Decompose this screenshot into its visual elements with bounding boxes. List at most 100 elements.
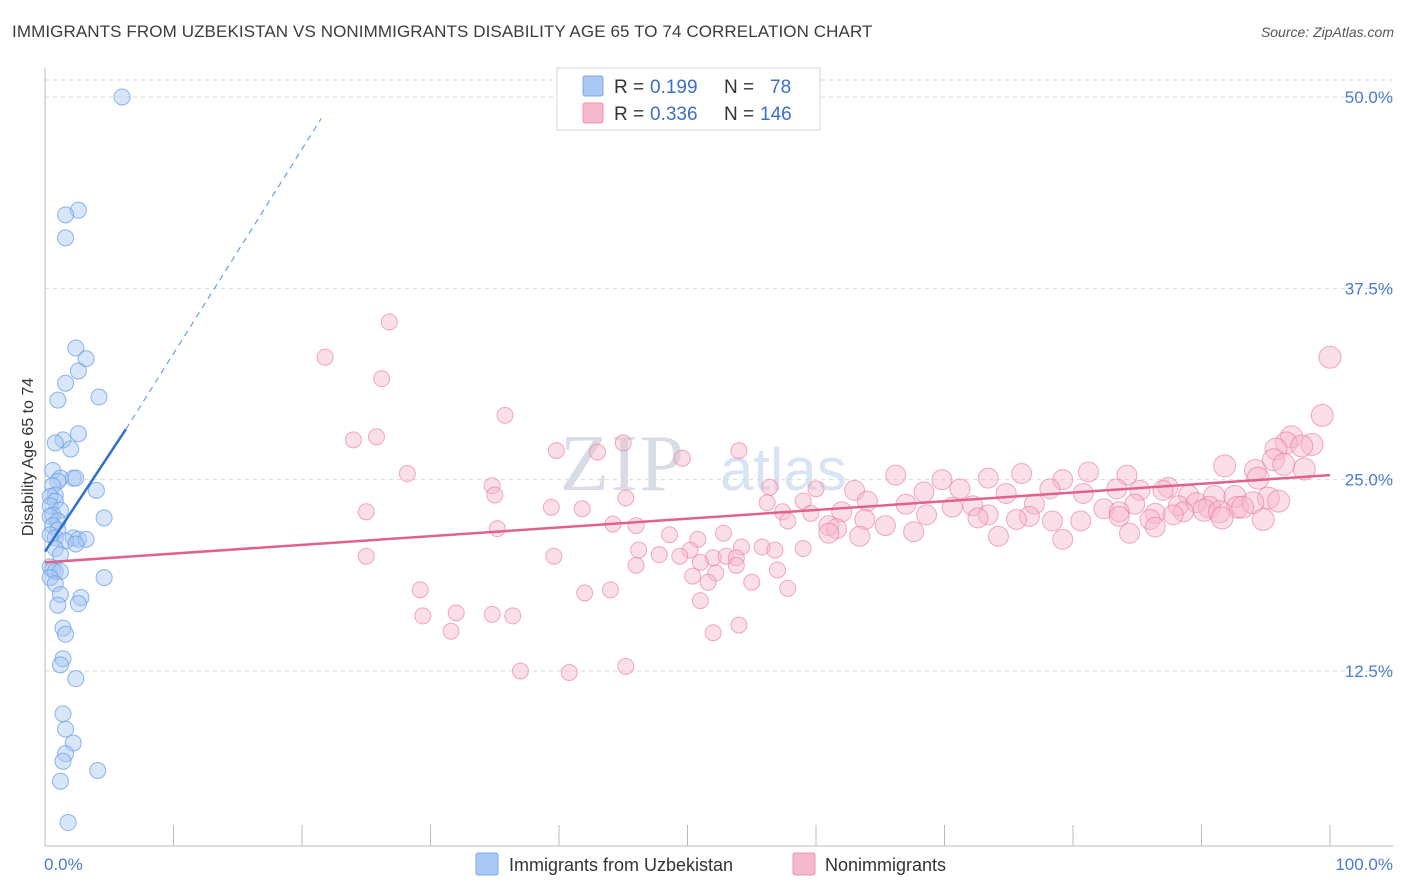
- nonimmigrants-point: [1077, 461, 1099, 483]
- uzbekistan-point: [57, 625, 75, 643]
- x-tick-label-max: 100.0%: [1335, 855, 1393, 874]
- uzbekistan-point: [67, 469, 85, 487]
- uzbekistan-point: [67, 670, 85, 688]
- uzbekistan-point: [69, 425, 87, 443]
- nonimmigrants-point: [849, 525, 871, 547]
- uzbekistan-point: [49, 596, 67, 614]
- uzbekistan-point: [57, 374, 75, 392]
- nonimmigrants-point: [743, 573, 761, 591]
- nonimmigrants-point: [627, 517, 645, 535]
- watermark-atlas: atlas: [720, 436, 847, 503]
- nonimmigrants-point: [1318, 345, 1342, 369]
- nonimmigrants-point: [967, 507, 989, 529]
- uzbekistan-point: [57, 229, 75, 247]
- nonimmigrants-point: [730, 442, 748, 460]
- uzbekistan-point: [46, 492, 64, 510]
- nonimmigrants-point: [1070, 510, 1092, 532]
- uzbekistan-point: [62, 440, 80, 458]
- nonimmigrants-point: [753, 538, 771, 556]
- nonimmigrants-point: [1152, 479, 1174, 501]
- nonimmigrants-point: [542, 498, 560, 516]
- nonimmigrants-point: [617, 489, 635, 507]
- nonimmigrants-point: [704, 624, 722, 642]
- legend-n-label-2: N =: [724, 104, 754, 125]
- nonimmigrants-point: [766, 541, 784, 559]
- nonimmigrants-trend-line: [44, 473, 1331, 564]
- nonimmigrants-point: [1207, 500, 1231, 524]
- nonimmigrants-point: [630, 541, 648, 559]
- stats-legend: R = 0.199 N = 78 R = 0.336 N = 146: [556, 67, 821, 131]
- nonimmigrants-point: [854, 508, 876, 530]
- legend-n-label-1: N =: [724, 77, 754, 98]
- uzbekistan-point: [54, 752, 72, 770]
- uzbekistan-point: [46, 575, 64, 593]
- nonimmigrants-point: [1213, 454, 1237, 478]
- nonimmigrants-point: [691, 592, 709, 610]
- legend-label-uzbekistan: Immigrants from Uzbekistan: [509, 855, 733, 875]
- uzbekistan-point: [67, 535, 85, 553]
- nonimmigrants-point: [727, 556, 745, 574]
- nonimmigrants-point: [1108, 501, 1130, 523]
- nonimmigrants-point: [1093, 498, 1115, 520]
- series-legend: Immigrants from Uzbekistan Nonimmigrants: [475, 852, 946, 876]
- nonimmigrants-point: [903, 521, 925, 543]
- nonimmigrants-point: [1018, 505, 1040, 527]
- nonimmigrants-point: [411, 581, 429, 599]
- nonimmigrants-point: [380, 313, 398, 331]
- nonimmigrants-point: [818, 522, 840, 544]
- nonimmigrants-point: [1246, 466, 1270, 490]
- nonimmigrants-point: [1272, 452, 1296, 476]
- nonimmigrants-point: [794, 492, 812, 510]
- nonimmigrants-point: [987, 525, 1009, 547]
- nonimmigrants-point: [761, 478, 779, 496]
- nonimmigrants-point: [671, 547, 689, 565]
- chart-title: IMMIGRANTS FROM UZBEKISTAN VS NONIMMIGRA…: [12, 22, 873, 41]
- nonimmigrants-point: [316, 348, 334, 366]
- nonimmigrants-point: [874, 515, 896, 537]
- nonimmigrants-point: [1041, 510, 1063, 532]
- nonimmigrants-point: [802, 504, 820, 522]
- legend-r-label-2: R =: [614, 104, 644, 125]
- nonimmigrants-point: [949, 478, 971, 500]
- nonimmigrants-point: [1144, 516, 1166, 538]
- nonimmigrants-point: [486, 486, 504, 504]
- uzbekistan-point: [51, 546, 69, 564]
- y-axis-title: Disability Age 65 to 74: [20, 378, 37, 536]
- nonimmigrants-points: [316, 313, 1342, 682]
- nonimmigrants-point: [699, 573, 717, 591]
- nonimmigrants-point: [714, 524, 732, 542]
- nonimmigrants-point: [661, 526, 679, 544]
- uzbekistan-point: [49, 472, 67, 490]
- nonimmigrants-point: [1108, 505, 1130, 527]
- uzbekistan-point: [46, 434, 64, 452]
- nonimmigrants-point: [807, 480, 825, 498]
- nonimmigrants-point: [913, 481, 935, 503]
- nonimmigrants-point: [681, 541, 699, 559]
- uzbekistan-point: [51, 656, 69, 674]
- axes: [44, 68, 1393, 847]
- legend-swatch-uzbekistan-bottom: [475, 852, 499, 876]
- nonimmigrants-point: [1119, 522, 1141, 544]
- nonimmigrants-point: [504, 607, 522, 625]
- nonimmigrants-point: [1039, 478, 1061, 500]
- uzbekistan-point: [67, 339, 85, 357]
- nonimmigrants-point: [414, 607, 432, 625]
- legend-r-value-1: 0.199: [650, 77, 698, 98]
- nonimmigrants-point: [1124, 493, 1146, 515]
- nonimmigrants-point: [368, 428, 386, 446]
- uzbekistan-points: [41, 88, 131, 832]
- uzbekistan-point: [69, 595, 87, 613]
- uzbekistan-point: [51, 772, 69, 790]
- nonimmigrants-point: [589, 443, 607, 461]
- nonimmigrants-point: [545, 547, 563, 565]
- nonimmigrants-point: [483, 605, 501, 623]
- legend-label-nonimmigrants: Nonimmigrants: [825, 855, 946, 875]
- nonimmigrants-point: [511, 662, 529, 680]
- x-tick-label-min: 0.0%: [44, 855, 83, 874]
- nonimmigrants-point: [1300, 432, 1324, 456]
- nonimmigrants-point: [931, 469, 953, 491]
- nonimmigrants-point: [576, 584, 594, 602]
- nonimmigrants-point: [344, 431, 362, 449]
- nonimmigrants-point: [617, 657, 635, 675]
- nonimmigrants-point: [730, 616, 748, 634]
